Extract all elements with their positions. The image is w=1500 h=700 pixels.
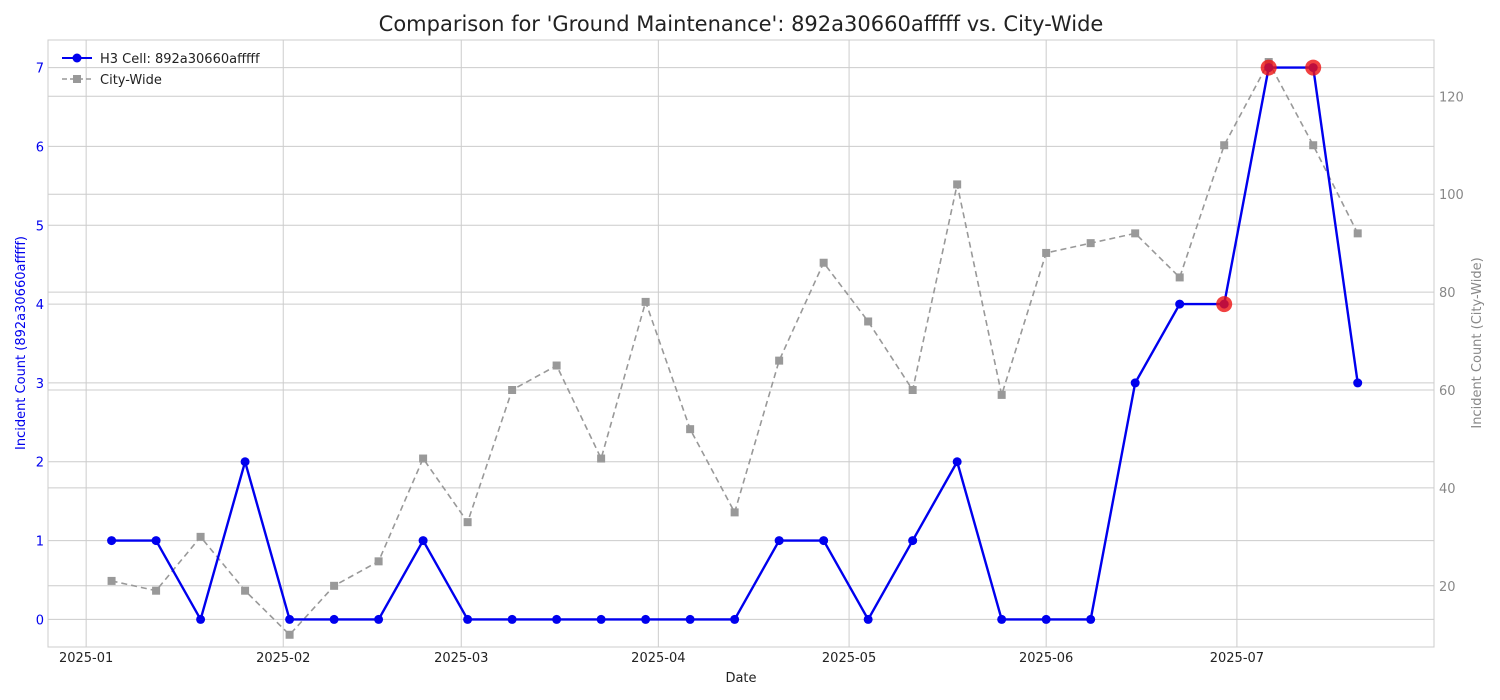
citywide-point bbox=[196, 532, 205, 541]
h3-cell-point bbox=[1041, 614, 1051, 624]
h3-cell-point bbox=[1175, 299, 1185, 309]
x-tick-label: 2025-04 bbox=[631, 651, 685, 666]
h3-cell-point bbox=[151, 536, 161, 546]
citywide-point bbox=[241, 586, 250, 595]
h3-cell-line bbox=[111, 66, 1359, 623]
h3-cell-point bbox=[641, 614, 651, 624]
grid bbox=[48, 40, 1434, 647]
h3-cell-point bbox=[240, 457, 250, 467]
citywide-point bbox=[285, 630, 294, 639]
y-right-tick-label: 100 bbox=[1439, 188, 1464, 203]
h3-cell-point bbox=[329, 614, 339, 624]
x-axis-label: Date bbox=[725, 671, 756, 686]
h3-cell-point bbox=[196, 614, 206, 624]
legend-citywide-label: City-Wide bbox=[100, 73, 162, 88]
citywide-point bbox=[107, 576, 116, 585]
h3-cell-point bbox=[552, 614, 562, 624]
h3-cell-point bbox=[952, 457, 962, 467]
x-tick-label: 2025-02 bbox=[256, 651, 310, 666]
h3-cell-point bbox=[507, 614, 517, 624]
y-right-tick-label: 80 bbox=[1439, 286, 1456, 301]
h3-cell-point bbox=[863, 614, 873, 624]
h3-cell-point bbox=[819, 536, 829, 546]
citywide-point bbox=[775, 356, 784, 365]
h3-cell-point bbox=[418, 536, 428, 546]
citywide-point bbox=[1220, 141, 1229, 150]
citywide-point bbox=[508, 386, 517, 395]
citywide-line bbox=[111, 60, 1359, 636]
y-left-tick-label: 0 bbox=[36, 613, 44, 628]
y-left-tick-label: 4 bbox=[36, 298, 44, 313]
citywide-point bbox=[997, 390, 1006, 399]
x-tick-label: 2025-07 bbox=[1210, 651, 1264, 666]
x-tick-label: 2025-01 bbox=[59, 651, 113, 666]
legend-citywide-marker bbox=[73, 75, 81, 83]
y-left-tick-label: 2 bbox=[36, 456, 44, 471]
citywide-point bbox=[1353, 229, 1362, 238]
citywide-point bbox=[1309, 141, 1318, 150]
h3-cell-point bbox=[1130, 378, 1140, 388]
citywide-point bbox=[552, 361, 561, 370]
anomaly-highlight-point bbox=[1216, 296, 1233, 313]
citywide-point bbox=[686, 425, 695, 434]
legend: H3 Cell: 892a30660afffff City-Wide bbox=[62, 52, 260, 88]
y-right-tick-label: 20 bbox=[1439, 580, 1456, 595]
citywide-point bbox=[374, 557, 383, 566]
citywide-point bbox=[419, 454, 428, 463]
citywide-point bbox=[1042, 248, 1051, 257]
right-axis-label: Incident Count (City-Wide) bbox=[1470, 257, 1485, 428]
citywide-point bbox=[1175, 273, 1184, 282]
h3-cell-point bbox=[374, 614, 384, 624]
citywide-point bbox=[1131, 229, 1140, 238]
chart-title: Comparison for 'Ground Maintenance': 892… bbox=[379, 12, 1104, 36]
h3-cell-point bbox=[463, 614, 473, 624]
h3-cell-point bbox=[107, 536, 117, 546]
anomaly-highlight-point bbox=[1305, 59, 1322, 76]
x-axis-ticks: 2025-01 2025-02 2025-03 2025-04 2025-05 2025-… bbox=[59, 651, 1264, 666]
plot-frame bbox=[47, 39, 1435, 648]
h3-cell-point bbox=[730, 614, 740, 624]
citywide-point bbox=[864, 317, 873, 326]
left-axis-label: Incident Count (892a30660afffff) bbox=[14, 236, 29, 450]
x-tick-label: 2025-05 bbox=[822, 651, 876, 666]
h3-cell-point bbox=[774, 536, 784, 546]
h3-cell-point bbox=[685, 614, 695, 624]
citywide-point bbox=[330, 581, 339, 590]
citywide-point bbox=[463, 518, 472, 527]
legend-h3-label: H3 Cell: 892a30660afffff bbox=[100, 52, 260, 67]
y-right-tick-label: 60 bbox=[1439, 384, 1456, 399]
h3-cell-point bbox=[908, 536, 918, 546]
x-tick-label: 2025-06 bbox=[1019, 651, 1073, 666]
y-left-tick-label: 7 bbox=[36, 62, 44, 77]
series bbox=[107, 58, 1363, 639]
h3-cell-point bbox=[285, 614, 295, 624]
y-right-tick-label: 120 bbox=[1439, 90, 1464, 105]
citywide-point bbox=[819, 258, 828, 267]
y-right-tick-label: 40 bbox=[1439, 482, 1456, 497]
citywide-point bbox=[641, 297, 650, 306]
h3-cell-point bbox=[596, 614, 606, 624]
h3-cell-point bbox=[1086, 614, 1096, 624]
citywide-point bbox=[1086, 239, 1095, 248]
citywide-point bbox=[152, 586, 161, 595]
right-axis-ticks: 20 40 60 80 100 120 bbox=[1439, 90, 1464, 595]
citywide-point bbox=[953, 180, 962, 189]
x-tick-label: 2025-03 bbox=[434, 651, 488, 666]
legend-h3-marker bbox=[72, 53, 82, 63]
y-left-tick-label: 5 bbox=[36, 219, 44, 234]
left-axis-ticks: 0 1 2 3 4 5 6 7 bbox=[36, 62, 44, 629]
citywide-point bbox=[908, 386, 917, 395]
h3-cell-point bbox=[1353, 378, 1363, 388]
anomaly-highlight-point bbox=[1260, 59, 1277, 76]
y-left-tick-label: 6 bbox=[36, 140, 44, 155]
citywide-point bbox=[597, 454, 606, 463]
h3-cell-point bbox=[997, 614, 1007, 624]
y-left-tick-label: 3 bbox=[36, 377, 44, 392]
y-left-tick-label: 1 bbox=[36, 535, 44, 550]
citywide-point bbox=[730, 508, 739, 517]
